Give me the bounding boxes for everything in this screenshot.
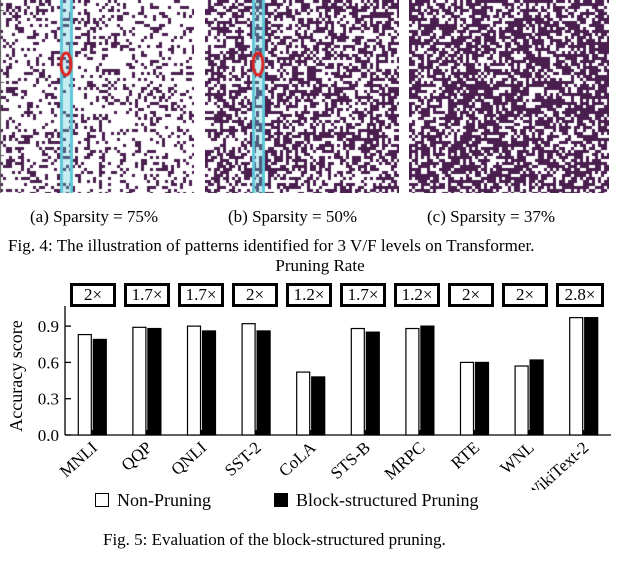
chart-x-ticks: MNLI QQP QNLI SST-2 CoLA STS-B MRPC RTE WNLWikiT… xyxy=(56,430,592,490)
sparsity-pattern-b xyxy=(205,0,399,193)
bar-non-pruning xyxy=(514,365,529,436)
bar-non-pruning xyxy=(186,325,202,436)
y-tick-label: 0.6 xyxy=(38,353,59,372)
figure-5-caption: Fig. 5: Evaluation of the block-structur… xyxy=(103,530,446,549)
pruning-rate-box: 1.7× xyxy=(124,283,170,307)
x-tick-label: RTE xyxy=(447,438,483,473)
pruning-rate-box: 2.8× xyxy=(556,283,604,307)
bar-non-pruning xyxy=(241,323,256,436)
bar-block-structured xyxy=(420,325,435,436)
x-tick-label: MRPC xyxy=(381,438,429,484)
bar-non-pruning xyxy=(459,361,475,436)
figure-4-caption: Fig. 4: The illustration of patterns ide… xyxy=(8,236,535,255)
bar-block-structured xyxy=(256,330,271,436)
x-tick-label: STS-B xyxy=(327,438,374,483)
legend-swatch-block-structured xyxy=(274,493,288,507)
bar-non-pruning xyxy=(569,317,584,436)
bar-block-structured xyxy=(529,359,544,436)
sparsity-pattern-c xyxy=(409,0,609,193)
pruning-rate-box: 1.2× xyxy=(394,283,440,307)
sparsity-pattern-a xyxy=(0,0,194,193)
legend-block-structured: Block-structured Pruning xyxy=(274,490,478,511)
bar-non-pruning xyxy=(132,326,147,436)
bar-block-structured xyxy=(147,327,162,436)
x-tick-label: SST-2 xyxy=(221,438,265,480)
pruning-rate-title: Pruning Rate xyxy=(275,256,365,275)
chart-bars xyxy=(77,317,599,436)
pruning-rate-box: 1.7× xyxy=(178,283,224,307)
pruning-rate-box: 2× xyxy=(70,283,116,307)
legend-block-structured-label: Block-structured Pruning xyxy=(296,490,479,510)
bar-non-pruning xyxy=(405,327,420,436)
bar-block-structured xyxy=(92,338,107,436)
bar-block-structured xyxy=(365,331,380,436)
legend-swatch-non-pruning xyxy=(95,493,109,507)
y-tick-label: 0.3 xyxy=(38,390,59,409)
x-tick-label: MNLI xyxy=(56,438,101,481)
pruning-rate-box: 1.7× xyxy=(340,283,386,307)
accuracy-bar-chart: Accuracy score 0.0 0.3 0.6 0.9 MNLI QQP QNLI S… xyxy=(6,306,611,490)
bar-non-pruning xyxy=(296,371,311,436)
bar-block-structured xyxy=(584,317,599,436)
panel-b-label: (b) Sparsity = 50% xyxy=(228,207,358,226)
pruning-rate-box: 2× xyxy=(232,283,278,307)
sparsity-panel-a xyxy=(0,0,194,193)
y-axis-label: Accuracy score xyxy=(6,320,26,431)
sparsity-panel-c xyxy=(409,0,609,193)
x-tick-label: WikiText-2 xyxy=(522,438,592,490)
x-tick-label: QQP xyxy=(118,438,156,475)
panel-c-label: (c) Sparsity = 37% xyxy=(427,207,556,226)
bar-non-pruning xyxy=(77,333,92,436)
pruning-rate-box: 1.2× xyxy=(286,283,332,307)
y-tick-label: 0.0 xyxy=(38,426,59,445)
bar-block-structured xyxy=(201,330,217,436)
pruning-rate-box: 2× xyxy=(502,283,548,307)
bar-non-pruning xyxy=(350,327,365,436)
x-tick-label: WNL xyxy=(496,438,537,478)
legend-non-pruning-label: Non-Pruning xyxy=(117,490,211,510)
pruning-rate-box: 2× xyxy=(448,283,494,307)
y-tick-label: 0.9 xyxy=(38,317,59,336)
bar-block-structured xyxy=(474,361,490,436)
x-tick-label: CoLA xyxy=(275,437,320,480)
sparsity-panel-b xyxy=(205,0,399,193)
panel-a-label: (a) Sparsity = 75% xyxy=(30,207,159,226)
x-tick-label: QNLI xyxy=(167,438,210,480)
legend-non-pruning: Non-Pruning xyxy=(95,490,211,511)
bar-block-structured xyxy=(311,376,326,436)
